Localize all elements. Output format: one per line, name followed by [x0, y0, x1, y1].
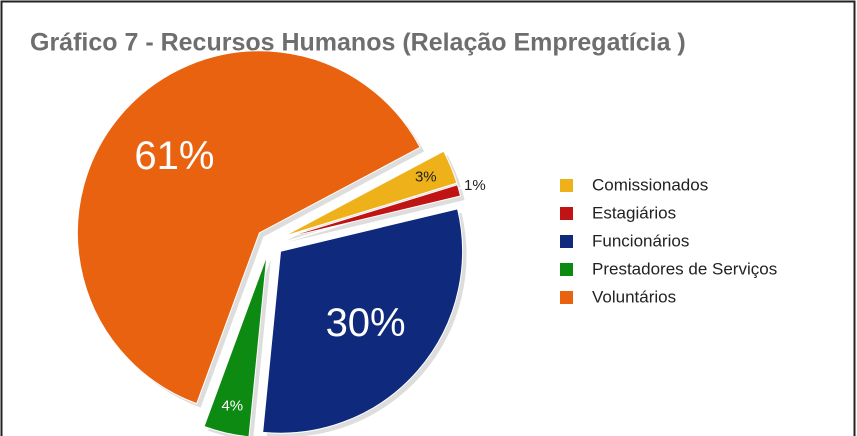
pie-slice [282, 150, 458, 238]
data-label: 30% [326, 301, 406, 345]
pie-slice [283, 184, 462, 239]
data-label: 1% [464, 177, 486, 194]
legend-label: Estagiários [592, 203, 676, 222]
legend-label: Prestadores de Serviços [592, 259, 777, 278]
chart-title: Gráfico 7 - Recursos Humanos (Relação Em… [30, 29, 686, 57]
data-label: 61% [134, 134, 214, 178]
pie-slice [262, 208, 464, 434]
legend-swatch [560, 235, 573, 248]
legend-label: Voluntários [592, 287, 676, 306]
legend-swatch [560, 291, 573, 304]
legend-swatch [560, 263, 573, 276]
pie-slice [203, 255, 268, 436]
data-label: 4% [221, 397, 243, 414]
legend-label: Funcionários [592, 231, 689, 250]
data-label: 3% [415, 168, 437, 185]
pie-slice [76, 50, 421, 405]
legend-swatch [560, 207, 573, 220]
legend-label: Comissionados [592, 175, 708, 194]
legend-swatch [560, 179, 573, 192]
